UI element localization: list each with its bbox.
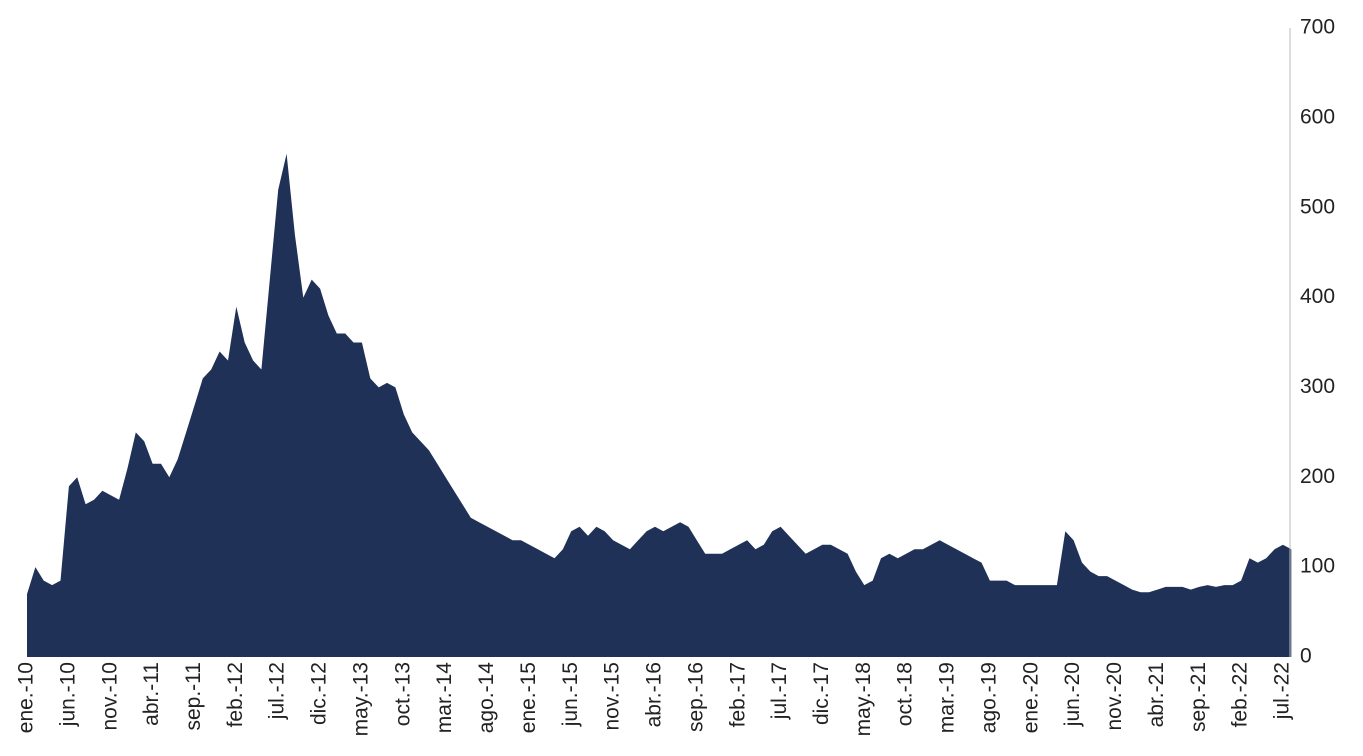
x-tick-label: oct.-13 [391, 662, 414, 726]
y-tick-label: 500 [1300, 195, 1335, 218]
x-tick-label: jun.-20 [1061, 662, 1084, 727]
y-tick-label: 300 [1300, 375, 1335, 398]
x-tick-label: nov.-15 [601, 662, 624, 731]
x-tick-label: ene.-15 [517, 662, 540, 733]
x-tick-label: sep.-16 [684, 662, 707, 732]
x-tick-label: sep.-21 [1187, 662, 1210, 732]
x-tick-label: jul.-12 [266, 662, 289, 720]
x-tick-label: ene.-10 [15, 662, 38, 733]
x-tick-label: may.-18 [852, 662, 875, 736]
x-tick-label: mar.-14 [433, 662, 456, 734]
x-tick-label: dic.-12 [308, 662, 331, 725]
x-tick-label: ene.-20 [1019, 662, 1042, 733]
x-tick-label: oct.-18 [894, 662, 917, 726]
x-tick-label: may.-13 [349, 662, 372, 736]
x-tick-label: jun.-10 [56, 662, 79, 727]
y-tick-label: 700 [1300, 16, 1335, 39]
x-tick-label: dic.-17 [810, 662, 833, 725]
area [27, 153, 1292, 658]
y-tick-label: 400 [1300, 285, 1335, 308]
x-tick-label: nov.-10 [98, 662, 121, 731]
x-tick-label: ago.-19 [977, 662, 1000, 733]
y-tick-label: 600 [1300, 105, 1335, 128]
x-tick-label: feb.-12 [224, 662, 247, 727]
x-tick-label: abr.-16 [643, 662, 666, 727]
y-tick-label: 100 [1300, 555, 1335, 578]
x-tick-label: jun.-15 [559, 662, 582, 727]
x-tick-label: abr.-21 [1145, 662, 1168, 727]
x-tick-label: mar.-19 [936, 662, 959, 733]
x-tick-label: jul.-22 [1270, 662, 1293, 720]
x-tick-label: abr.-11 [140, 662, 163, 726]
x-tick-label: feb.-17 [726, 662, 749, 727]
y-tick-label: 200 [1300, 465, 1335, 488]
x-tick-label: sep.-11 [182, 662, 205, 731]
x-tick-label: ago.-14 [475, 662, 498, 734]
x-tick-label: nov.-20 [1103, 662, 1126, 731]
y-tick-label: 0 [1300, 645, 1312, 668]
x-tick-label: jul.-17 [768, 662, 791, 720]
x-tick-label: feb.-22 [1229, 662, 1252, 727]
